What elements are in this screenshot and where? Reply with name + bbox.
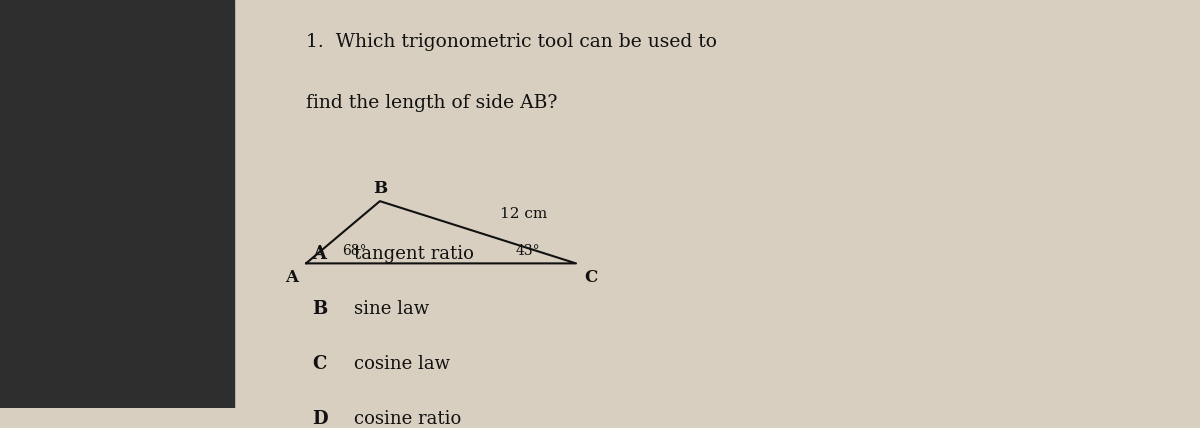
Text: C: C (312, 355, 326, 373)
Text: A: A (286, 269, 298, 286)
Text: find the length of side AB?: find the length of side AB? (306, 94, 557, 112)
Text: A: A (312, 245, 326, 263)
Text: B: B (373, 180, 386, 197)
Text: C: C (584, 269, 598, 286)
Text: D: D (312, 410, 328, 428)
Text: cosine ratio: cosine ratio (354, 410, 461, 428)
Text: 12 cm: 12 cm (499, 207, 547, 221)
Text: 1.  Which trigonometric tool can be used to: 1. Which trigonometric tool can be used … (306, 33, 718, 51)
Bar (0, 0, 234, 408)
Text: B: B (312, 300, 328, 318)
Text: sine law: sine law (354, 300, 430, 318)
Text: 43°: 43° (515, 244, 540, 259)
Text: tangent ratio: tangent ratio (354, 245, 474, 263)
Text: cosine law: cosine law (354, 355, 450, 373)
Text: 68°: 68° (342, 244, 366, 259)
